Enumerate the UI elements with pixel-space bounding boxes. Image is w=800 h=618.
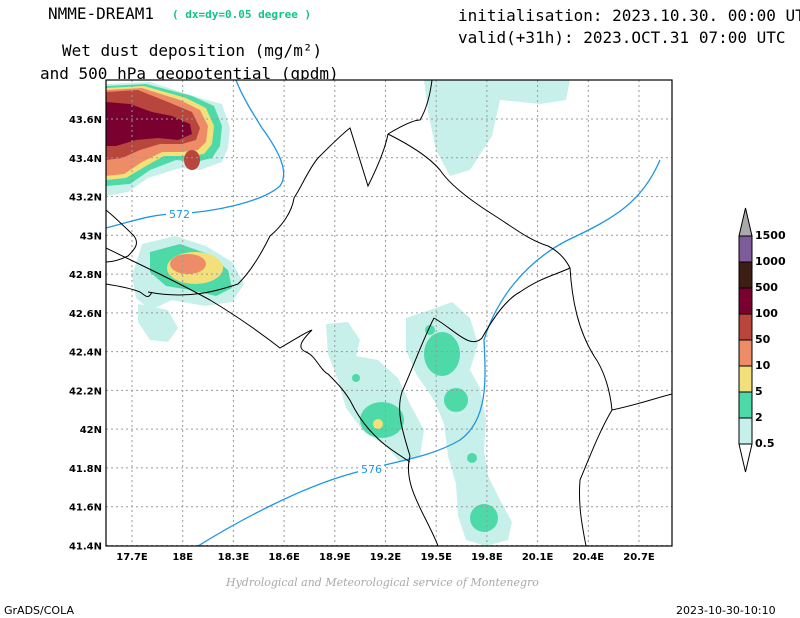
dust-area-neretva [138,304,178,342]
colorbar-level-label: 2 [755,411,763,424]
latitude-tick-label: 42.8N [69,270,102,281]
dust-patch-nw-50 [184,150,200,170]
colorbar-segment [738,235,753,263]
latitude-tick-label: 41.8N [69,464,102,475]
colorbar-upper-triangle [738,207,753,237]
border-serbia-kosovo [569,267,672,411]
title-line-1: Wet dust deposition (mg/m²) [62,41,323,60]
colorbar-segment [738,313,753,341]
dust-area-north-strip [424,80,570,176]
map-frame [105,79,673,547]
resolution-label: ( dx=dy=0.05 degree ) [172,8,312,21]
contour-572 [106,80,285,229]
latitude-tick-label: 43N [80,231,102,242]
longitude-tick-label: 20.1E [522,552,554,563]
latitude-tick-label: 42.4N [69,348,102,359]
border-bosnia-montenegro [147,80,433,296]
latitude-tick-label: 42N [80,425,102,436]
colorbar-segment [738,339,753,367]
colorbar-level-label: 1500 [755,229,786,242]
contour-576 [197,159,661,546]
colorbar-level-label: 5 [755,385,763,398]
longitude-tick-label: 18.6E [268,552,300,563]
latitude-tick-label: 43.2N [69,193,102,204]
dust-patch-coast [360,402,404,438]
model-name: NMME-DREAM1 [48,4,154,23]
latitude-tick-label: 43.6N [69,115,102,126]
longitude-tick-label: 19.8E [471,552,503,563]
colorbar-segment [738,391,753,419]
dust-patch-south-1 [470,504,498,532]
dust-area-coast-north-10 [170,254,206,274]
colorbar [738,207,753,473]
border-bosnia-croatia [106,209,137,263]
border-kosovo-albania [578,409,613,546]
longitude-tick-label: 19.5E [420,552,452,563]
latitude-tick-label: 41.6N [69,503,102,514]
latitude-tick-label: 41.4N [69,541,102,552]
longitude-tick-label: 18.3E [218,552,250,563]
dust-patch-east-2 [444,388,468,412]
colorbar-level-label: 50 [755,333,771,346]
software-label: GrADS/COLA [4,604,74,617]
colorbar-level-label: 0.5 [755,437,775,450]
colorbar-level-label: 100 [755,307,778,320]
initialisation-label: initialisation: 2023.10.30. 00:00 UTC [458,6,800,25]
longitude-tick-label: 19.2E [370,552,402,563]
contour-label-576: 576 [361,463,382,476]
title-line-2: and 500 hPa geopotential (gpdm) [40,64,339,83]
colorbar-lower-triangle [738,443,753,473]
dust-patch-south-2 [467,453,477,463]
colorbar-level-label: 10 [755,359,771,372]
dust-patch-east-1 [424,332,460,376]
longitude-tick-label: 18.9E [319,552,351,563]
colorbar-segment [738,261,753,289]
colorbar-segment [738,287,753,315]
credit-text: Hydrological and Meteorological service … [226,576,539,589]
dust-patch-coast-5 [373,419,383,429]
dust-deposition-field [106,80,672,546]
timestamp-label: 2023-10-30-10:10 [676,604,776,617]
colorbar-level-label: 1000 [755,255,786,268]
colorbar-segment [738,417,753,445]
dust-patch-coast-2 [352,374,360,382]
coastline-adriatic [106,247,411,463]
latitude-tick-label: 42.6N [69,309,102,320]
longitude-tick-label: 20.7E [623,552,655,563]
dust-area-northwest-100 [106,102,192,146]
colorbar-level-label: 500 [755,281,778,294]
longitude-tick-label: 20.4E [573,552,605,563]
valid-time-label: valid(+31h): 2023.OCT.31 07:00 UTC [458,28,786,47]
border-montenegro-serbia [387,133,571,343]
longitude-tick-label: 18E [172,552,193,563]
latitude-tick-label: 43.4N [69,154,102,165]
border-neretva [106,283,153,298]
colorbar-segment [738,365,753,393]
latitude-tick-label: 42.2N [69,386,102,397]
longitude-tick-label: 17.7E [116,552,148,563]
border-montenegro-albania [399,317,439,546]
contour-label-572: 572 [169,208,190,221]
